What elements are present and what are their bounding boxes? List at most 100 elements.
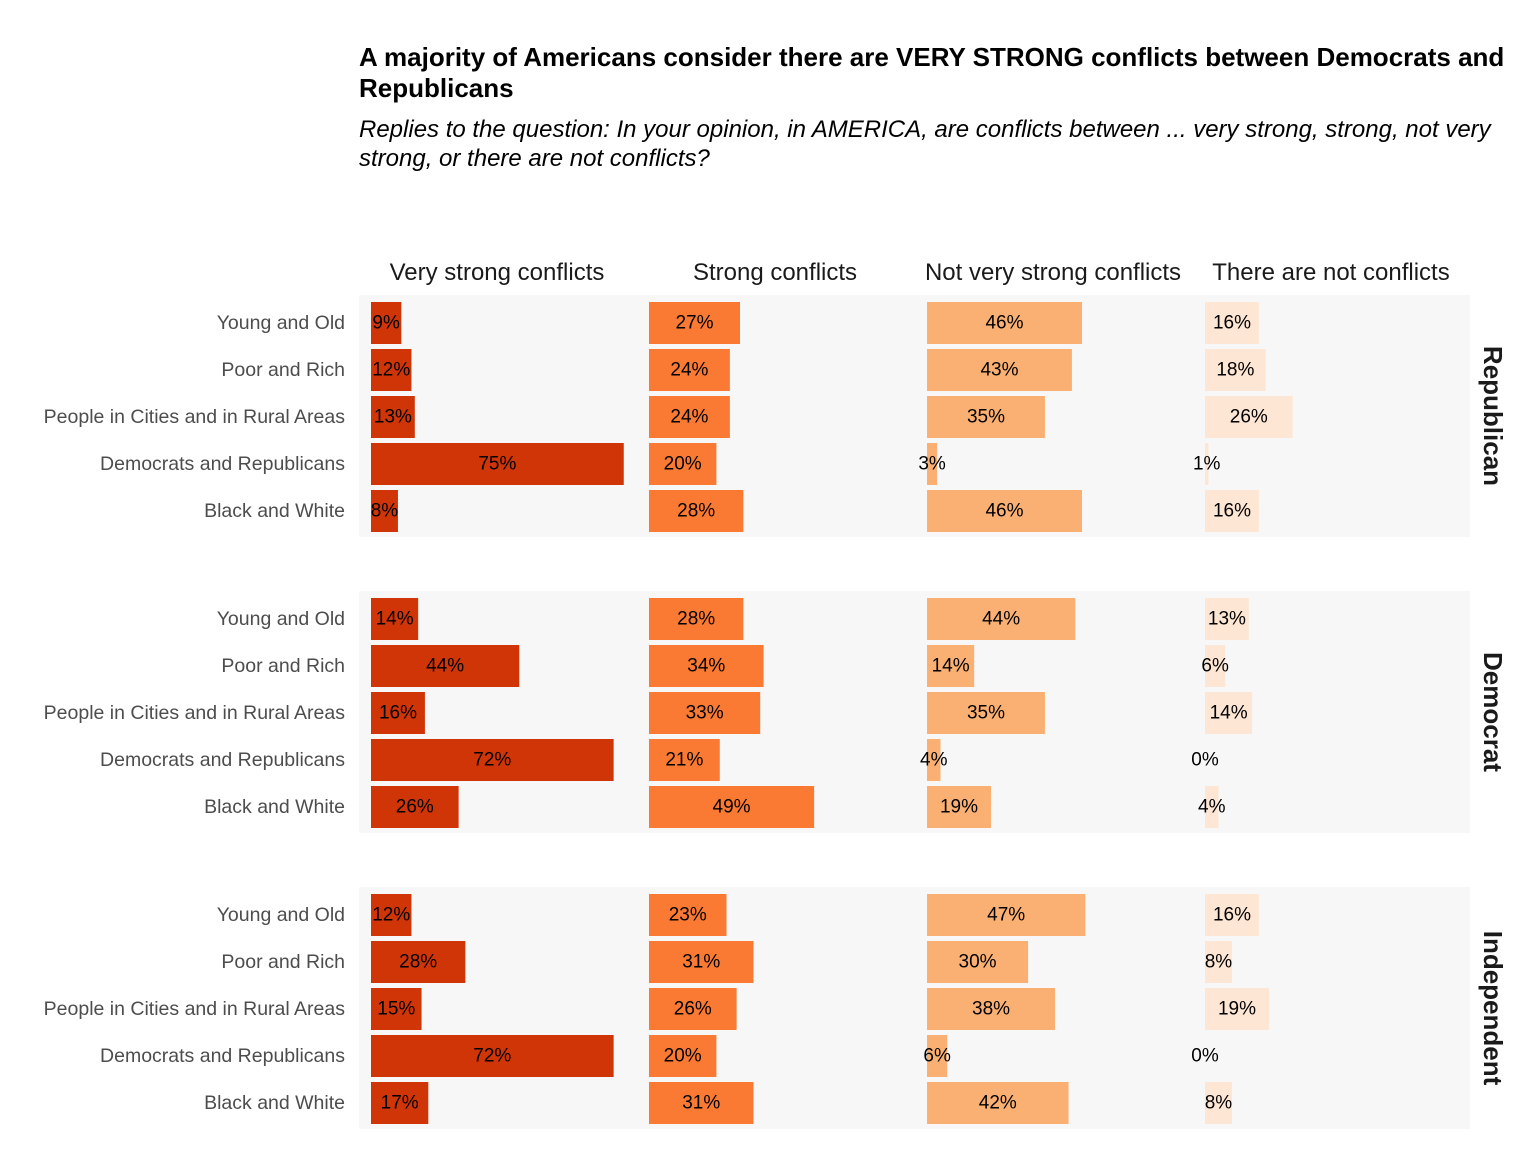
- bar-republican-strong-conflicts: [649, 302, 740, 344]
- category-label: Black and White: [204, 1092, 345, 1114]
- bar-democrat-strong-conflicts: [649, 598, 744, 640]
- category-label: Black and White: [204, 796, 345, 818]
- data-label: 46%: [985, 313, 1023, 334]
- data-label: 75%: [478, 454, 516, 475]
- data-label: 44%: [982, 609, 1020, 630]
- data-label: 4%: [1198, 797, 1226, 818]
- bar-democrat-strong-conflicts: [649, 692, 761, 734]
- bar-democrat-not-very-strong-conflicts: [927, 692, 1045, 734]
- bar-independent-there-are-not-conflicts: [1205, 988, 1270, 1030]
- data-label: 42%: [979, 1093, 1017, 1114]
- bar-independent-very-strong-conflicts: [371, 988, 422, 1030]
- facet-strip-independent: Independent: [1478, 931, 1508, 1086]
- bar-independent-not-very-strong-conflicts: [927, 1035, 948, 1077]
- data-label: 12%: [372, 905, 410, 926]
- data-label: 47%: [987, 905, 1025, 926]
- data-label: 1%: [1193, 454, 1221, 475]
- data-label: 19%: [1218, 999, 1256, 1020]
- bar-democrat-there-are-not-conflicts: [1205, 786, 1219, 828]
- data-label: 24%: [670, 407, 708, 428]
- data-label: 20%: [664, 1046, 702, 1067]
- bar-independent-not-very-strong-conflicts: [927, 894, 1086, 936]
- data-label: 24%: [670, 360, 708, 381]
- data-label: 8%: [1205, 952, 1233, 973]
- facet-header-strong-conflicts: Strong conflicts: [693, 259, 857, 286]
- bar-democrat-strong-conflicts: [649, 645, 764, 687]
- bar-republican-strong-conflicts: [649, 443, 717, 485]
- panel-background-republican: [359, 295, 1470, 537]
- bar-republican-not-very-strong-conflicts: [927, 490, 1083, 532]
- panel-background-independent: [359, 887, 1470, 1129]
- data-label: 33%: [686, 703, 724, 724]
- bar-democrat-very-strong-conflicts: [371, 645, 520, 687]
- facet-header-not-very-strong-conflicts: Not very strong conflicts: [925, 259, 1181, 286]
- chart-title: A majority of Americans consider there a…: [359, 42, 1505, 103]
- data-label: 9%: [372, 313, 400, 334]
- data-label: 8%: [371, 501, 399, 522]
- bar-republican-not-very-strong-conflicts: [927, 349, 1072, 391]
- category-label: Black and White: [204, 500, 345, 522]
- bar-republican-very-strong-conflicts: [371, 349, 412, 391]
- bar-independent-strong-conflicts: [649, 1082, 754, 1124]
- bar-democrat-very-strong-conflicts: [371, 786, 459, 828]
- data-label: 16%: [1213, 501, 1251, 522]
- bar-republican-not-very-strong-conflicts: [927, 443, 938, 485]
- bar-democrat-not-very-strong-conflicts: [927, 598, 1076, 640]
- data-label: 26%: [1230, 407, 1268, 428]
- facet-header-there-are-not-conflicts: There are not conflicts: [1212, 259, 1449, 286]
- data-label: 43%: [980, 360, 1018, 381]
- bar-democrat-strong-conflicts: [649, 786, 815, 828]
- bar-republican-strong-conflicts: [649, 349, 730, 391]
- bar-independent-there-are-not-conflicts: [1205, 894, 1259, 936]
- bar-independent-not-very-strong-conflicts: [927, 941, 1029, 983]
- facet-strip-democrat: Democrat: [1478, 652, 1508, 772]
- bar-democrat-there-are-not-conflicts: [1205, 692, 1253, 734]
- data-label: 23%: [669, 905, 707, 926]
- bar-independent-strong-conflicts: [649, 894, 727, 936]
- bar-republican-there-are-not-conflicts: [1205, 490, 1259, 532]
- bar-independent-not-very-strong-conflicts: [927, 988, 1056, 1030]
- category-label: Young and Old: [217, 608, 345, 630]
- data-label: 3%: [918, 454, 946, 475]
- category-label: Democrats and Republicans: [100, 453, 345, 475]
- data-label: 15%: [377, 999, 415, 1020]
- bar-independent-there-are-not-conflicts: [1205, 941, 1232, 983]
- bar-democrat-not-very-strong-conflicts: [927, 786, 992, 828]
- data-label: 31%: [682, 1093, 720, 1114]
- data-label: 14%: [1210, 703, 1248, 724]
- bar-republican-there-are-not-conflicts: [1205, 443, 1209, 485]
- data-label: 38%: [972, 999, 1010, 1020]
- data-label: 0%: [1191, 1046, 1219, 1067]
- category-label: Young and Old: [217, 904, 345, 926]
- data-label: 16%: [1213, 905, 1251, 926]
- category-label: Democrats and Republicans: [100, 1045, 345, 1067]
- bar-republican-not-very-strong-conflicts: [927, 302, 1083, 344]
- data-label: 31%: [682, 952, 720, 973]
- bar-independent-very-strong-conflicts: [371, 1035, 614, 1077]
- data-label: 30%: [959, 952, 997, 973]
- data-label: 49%: [713, 797, 751, 818]
- data-label: 14%: [376, 609, 414, 630]
- bar-republican-strong-conflicts: [649, 396, 730, 438]
- data-label: 28%: [677, 609, 715, 630]
- data-label: 28%: [399, 952, 437, 973]
- data-label: 16%: [379, 703, 417, 724]
- category-label: People in Cities and in Rural Areas: [44, 998, 346, 1020]
- data-label: 34%: [687, 656, 725, 677]
- bar-democrat-very-strong-conflicts: [371, 598, 419, 640]
- data-label: 26%: [396, 797, 434, 818]
- category-label: Poor and Rich: [221, 655, 345, 677]
- bar-republican-very-strong-conflicts: [371, 396, 415, 438]
- data-label: 44%: [426, 656, 464, 677]
- category-label: Poor and Rich: [221, 359, 345, 381]
- category-label: People in Cities and in Rural Areas: [44, 406, 346, 428]
- bar-republican-there-are-not-conflicts: [1205, 349, 1266, 391]
- data-label: 72%: [473, 1046, 511, 1067]
- bar-independent-strong-conflicts: [649, 941, 754, 983]
- bar-democrat-strong-conflicts: [649, 739, 720, 781]
- data-label: 17%: [381, 1093, 419, 1114]
- data-label: 20%: [664, 454, 702, 475]
- data-label: 13%: [374, 407, 412, 428]
- data-label: 12%: [372, 360, 410, 381]
